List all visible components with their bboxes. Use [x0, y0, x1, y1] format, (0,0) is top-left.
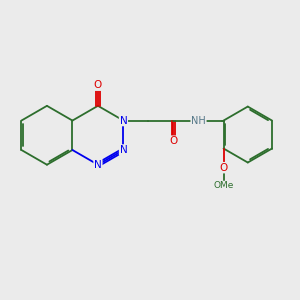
Text: NH: NH [191, 116, 206, 126]
Text: O: O [219, 163, 228, 173]
Text: N: N [120, 145, 127, 155]
Text: OMe: OMe [213, 182, 234, 190]
Text: N: N [94, 160, 102, 170]
Text: O: O [169, 136, 178, 146]
Text: O: O [94, 80, 102, 90]
Text: N: N [120, 116, 127, 126]
